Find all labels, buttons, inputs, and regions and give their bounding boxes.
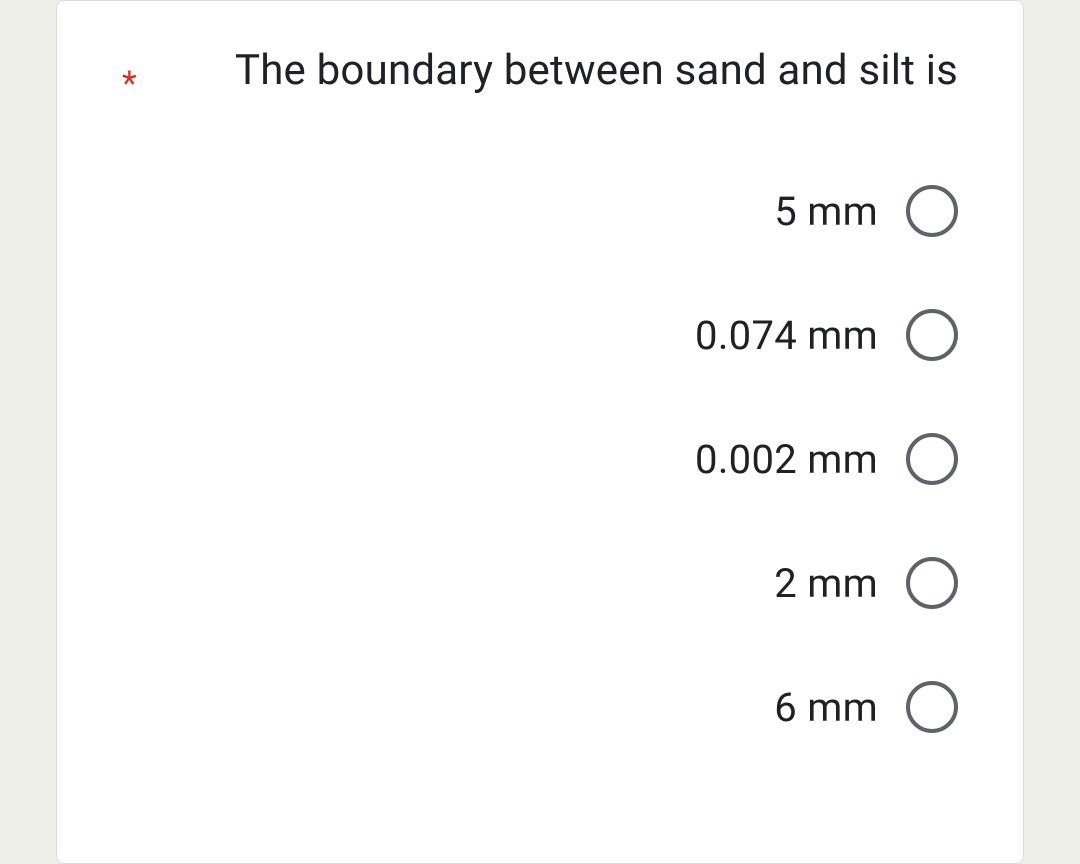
question-row: * The boundary between sand and silt is	[122, 36, 958, 105]
option-label: 0.074 mm	[695, 312, 878, 359]
option-label: 5 mm	[774, 188, 878, 235]
option-row[interactable]: 5 mm	[122, 185, 958, 237]
radio-icon[interactable]	[906, 557, 958, 609]
option-row[interactable]: 2 mm	[122, 557, 958, 609]
option-row[interactable]: 0.074 mm	[122, 309, 958, 361]
question-card: * The boundary between sand and silt is …	[56, 0, 1024, 864]
option-row[interactable]: 6 mm	[122, 681, 958, 733]
required-asterisk-icon: *	[122, 64, 137, 104]
radio-icon[interactable]	[906, 433, 958, 485]
radio-icon[interactable]	[906, 185, 958, 237]
radio-icon[interactable]	[906, 681, 958, 733]
question-text: The boundary between sand and silt is	[169, 36, 958, 105]
option-label: 2 mm	[774, 560, 878, 607]
options-container: 5 mm 0.074 mm 0.002 mm 2 mm 6 mm	[122, 185, 958, 733]
option-label: 0.002 mm	[695, 436, 878, 483]
option-label: 6 mm	[774, 684, 878, 731]
option-row[interactable]: 0.002 mm	[122, 433, 958, 485]
radio-icon[interactable]	[906, 309, 958, 361]
